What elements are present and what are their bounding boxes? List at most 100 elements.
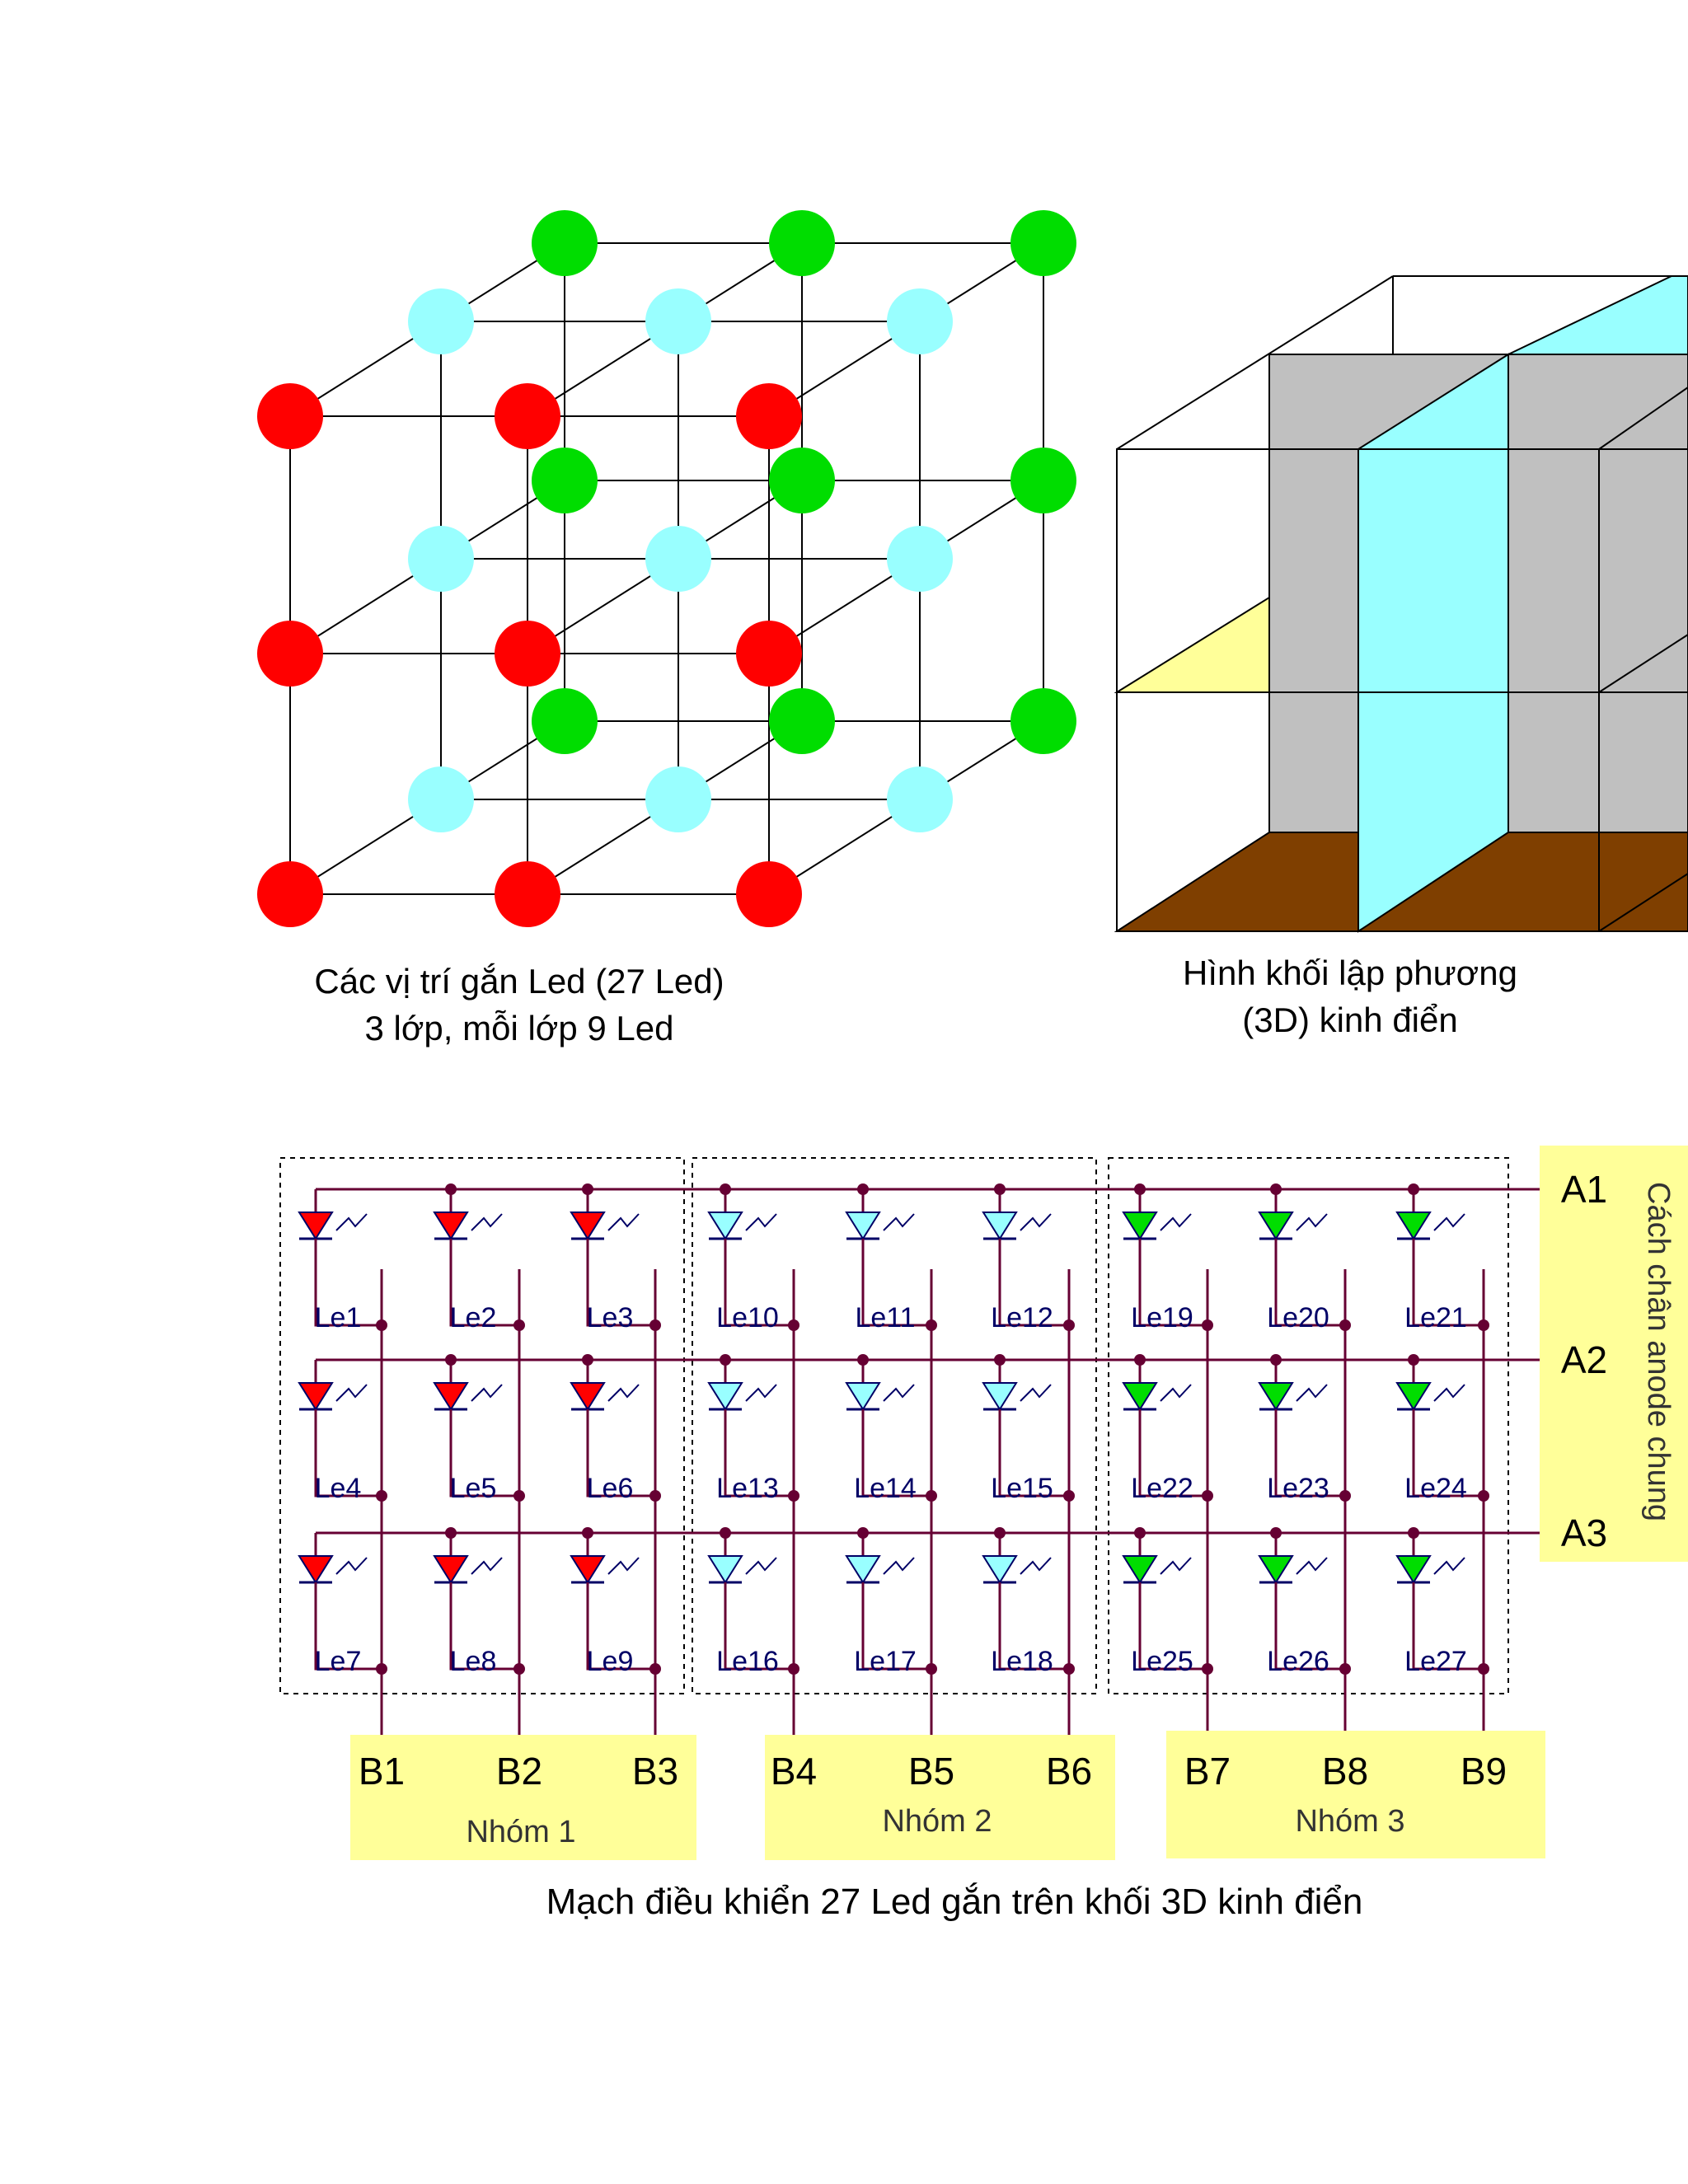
cathode-junction-dot: [376, 1490, 387, 1502]
led-diode: [1395, 1555, 1432, 1584]
led-position: [257, 383, 323, 449]
cathode-junction-dot: [1063, 1319, 1075, 1331]
led-emission-arrow: [883, 1384, 915, 1402]
led-emission-arrow: [1020, 1384, 1052, 1402]
led-cathode-lead: [586, 1239, 655, 1327]
led-diode: [845, 1212, 881, 1240]
cathode-label: B2: [496, 1750, 542, 1793]
anode-labels: A1 A2 A3: [1561, 1168, 1607, 1554]
led-emission-arrow: [335, 1213, 368, 1231]
led-label: Le2: [450, 1302, 497, 1333]
led-diode: [570, 1555, 606, 1584]
led-cathode-lead: [998, 1409, 1069, 1497]
led-cathode-lead: [1138, 1409, 1207, 1497]
group2-label: Nhóm 2: [882, 1804, 992, 1839]
led-label: Le25: [1131, 1646, 1193, 1677]
led-cathode-lead: [724, 1582, 794, 1671]
led-emission-arrow: [1160, 1557, 1192, 1575]
led-label: Le14: [854, 1473, 917, 1504]
led-labels: Le1 Le2 Le3 Le10 Le11 Le12 Le19 Le20 Le21 Le4 Le5 L…: [315, 1302, 1467, 1677]
group-1-box: [279, 1157, 685, 1694]
group-2-box: [692, 1157, 1097, 1694]
led-cathode-lead: [1274, 1409, 1345, 1497]
led-cathode-lead: [586, 1582, 655, 1671]
led-diode: [1122, 1212, 1158, 1240]
cathode-label: B9: [1461, 1750, 1507, 1793]
led-label: Le3: [587, 1302, 634, 1333]
led-emission-arrow: [471, 1384, 503, 1402]
cathode-junction-dot: [1478, 1319, 1489, 1331]
cathode-junction-dot: [649, 1490, 661, 1502]
led-diode: [707, 1555, 743, 1584]
led-position: [736, 621, 802, 687]
led-position: [257, 621, 323, 687]
group2-label-panel: [765, 1735, 1115, 1860]
led-cathode-lead: [586, 1409, 655, 1497]
led-emission-arrow: [745, 1384, 777, 1402]
led-position: [1010, 210, 1076, 276]
led-cathode-lead: [449, 1409, 519, 1497]
led-label: Le19: [1131, 1302, 1193, 1333]
led-position: [887, 526, 953, 592]
led-cathode-lead: [1412, 1582, 1484, 1671]
led-diode: [433, 1555, 469, 1584]
led-emission-arrow: [883, 1213, 915, 1231]
cathode-junction-dot: [513, 1319, 525, 1331]
cathode-junction-dot: [788, 1319, 799, 1331]
led-cathode-lead: [1412, 1409, 1484, 1497]
led-diode: [1122, 1382, 1158, 1411]
cathode-junction-dot: [513, 1490, 525, 1502]
led-driver-circuit: [279, 1157, 1541, 1735]
led-position: [495, 621, 560, 687]
cathode-junction-dot: [1339, 1490, 1351, 1502]
led-emission-arrow: [335, 1557, 368, 1575]
led-diode: [1258, 1212, 1294, 1240]
cathode-junction-dot: [1063, 1663, 1075, 1675]
led-emission-arrow: [1433, 1213, 1465, 1231]
anode-label: A1: [1561, 1168, 1607, 1211]
led-cathode-lead: [314, 1409, 382, 1497]
led-cathode-lead: [314, 1239, 382, 1327]
led-label: Le10: [716, 1302, 779, 1333]
led-emission-arrow: [745, 1557, 777, 1575]
led-label: Le11: [855, 1302, 915, 1333]
led-emission-arrow: [471, 1557, 503, 1575]
anode-label-panel: [1540, 1146, 1688, 1562]
led-emission-arrow: [1020, 1557, 1052, 1575]
led-diode: [298, 1212, 334, 1240]
led-emission-arrow: [1296, 1213, 1328, 1231]
led-label: Le15: [991, 1473, 1053, 1504]
group3-label-panel: [1166, 1731, 1545, 1858]
led-position: [645, 766, 711, 832]
led-diode: [982, 1212, 1018, 1240]
led-label: Le24: [1404, 1473, 1467, 1504]
led-emission-arrow: [745, 1213, 777, 1231]
led-position: [736, 861, 802, 927]
circuit-caption: Mạch điều khiển 27 Led gắn trên khối 3D …: [546, 1882, 1363, 1922]
led-diode: [570, 1382, 606, 1411]
led-position: [532, 210, 598, 276]
cathode-junction-dot: [1478, 1663, 1489, 1675]
led-position: [1010, 688, 1076, 754]
led-label: Le23: [1267, 1473, 1329, 1504]
led-diode: [298, 1382, 334, 1411]
led-label: Le27: [1404, 1646, 1467, 1677]
led-emission-arrow: [1160, 1384, 1192, 1402]
cathode-junction-dot: [926, 1663, 937, 1675]
led-label: Le4: [315, 1473, 362, 1504]
led-cathode-lead: [861, 1582, 931, 1671]
led-diode: [707, 1382, 743, 1411]
cathode-label: B6: [1046, 1750, 1092, 1793]
cyan-panel: [1357, 353, 1509, 933]
led-emission-arrow: [335, 1384, 368, 1402]
led-emission-arrow: [1296, 1557, 1328, 1575]
led-label: Le16: [716, 1646, 779, 1677]
led-cathode-lead: [998, 1582, 1069, 1671]
anode-label: A2: [1561, 1338, 1607, 1381]
led-emission-arrow: [607, 1213, 640, 1231]
cube-frame-edges: [1116, 275, 1688, 932]
led-label: Le26: [1267, 1646, 1329, 1677]
led-cathode-lead: [1412, 1239, 1484, 1327]
group1-label-panel: [350, 1735, 696, 1860]
led-diode: [1258, 1555, 1294, 1584]
